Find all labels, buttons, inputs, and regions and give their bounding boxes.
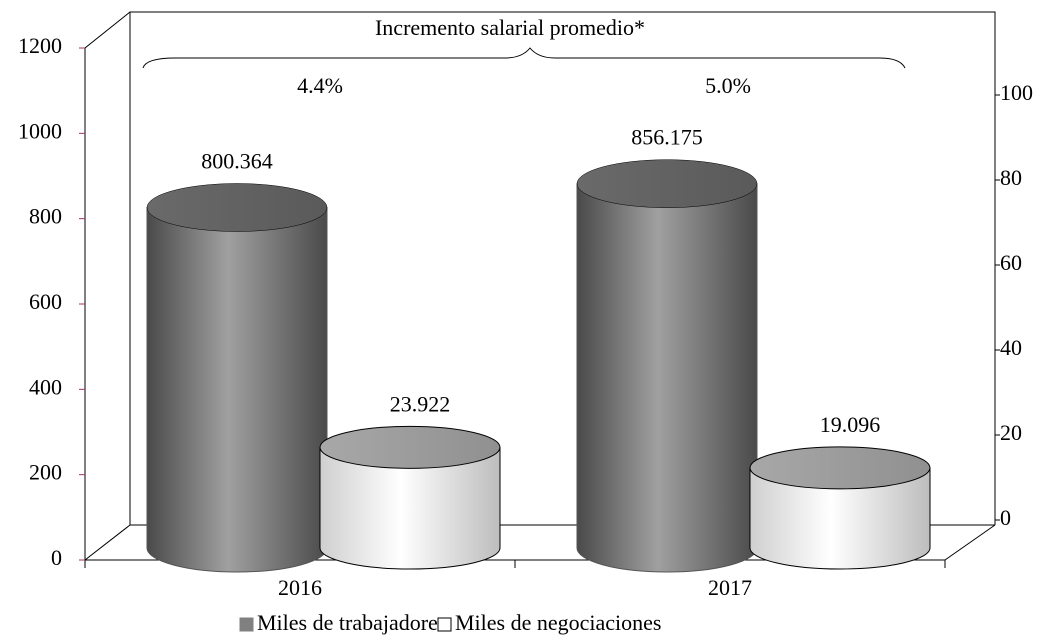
legend-item: Miles de negociaciones (437, 610, 662, 635)
cylinder-body (749, 467, 931, 570)
cylinder (576, 159, 758, 573)
cylinder (319, 425, 501, 570)
value-label: 23.922 (390, 391, 451, 416)
y2-tick-label: 80 (1000, 165, 1022, 190)
y2-tick-label: 100 (1000, 80, 1033, 105)
annotation-title: Incremento salarial promedio* (375, 15, 645, 40)
legend-swatch (437, 617, 452, 632)
cylinder-body (146, 207, 328, 573)
y-tick-label: 1200 (18, 33, 62, 58)
cylinder (749, 446, 931, 570)
cylinder-top (749, 446, 931, 490)
value-label: 856.175 (631, 125, 703, 150)
x-tick-label: 2016 (278, 575, 322, 600)
cylinder-top (146, 183, 328, 232)
value-label: 19.096 (820, 412, 881, 437)
y-tick-label: 600 (29, 289, 62, 314)
y-tick-label: 400 (29, 374, 62, 399)
x-tick-label: 2017 (708, 575, 752, 600)
y-tick-label: 800 (29, 204, 62, 229)
y-tick-label: 200 (29, 460, 62, 485)
cylinder-top (319, 425, 501, 469)
legend-label: Miles de trabajadores (257, 610, 446, 635)
y2-tick-label: 0 (1000, 505, 1011, 530)
cylinder-body (576, 183, 758, 573)
y-tick-label: 1000 (18, 118, 62, 143)
annotation: 5.0% (705, 73, 751, 98)
value-label: 800.364 (201, 149, 273, 174)
legend-label: Miles de negociaciones (455, 610, 662, 635)
y-tick-label: 0 (51, 545, 62, 570)
y2-tick-label: 40 (1000, 335, 1022, 360)
y2-tick-label: 60 (1000, 250, 1022, 275)
cylinder-top (576, 159, 758, 208)
y2-tick-label: 20 (1000, 420, 1022, 445)
legend-swatch (239, 617, 254, 632)
cylinder-body (319, 446, 501, 570)
cylinder (146, 183, 328, 573)
legend-item: Miles de trabajadores (239, 610, 446, 635)
annotation: 4.4% (297, 73, 343, 98)
